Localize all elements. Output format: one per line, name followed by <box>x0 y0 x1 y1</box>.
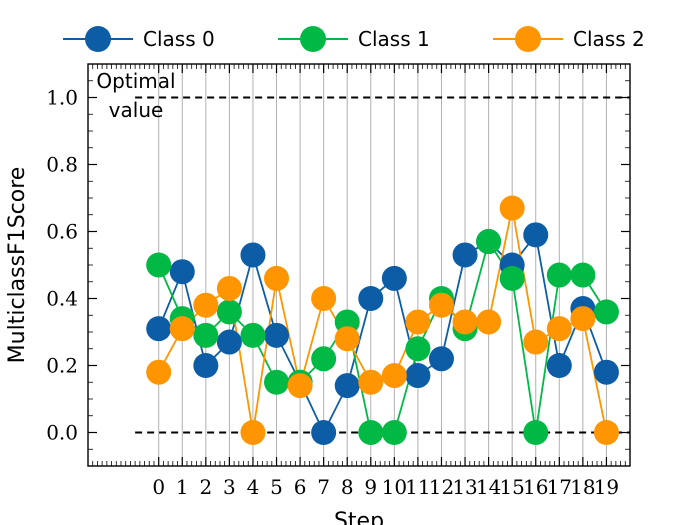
data-point <box>381 420 407 445</box>
x-tick-label: 1 <box>176 475 189 499</box>
y-tick-label: 0.4 <box>46 287 78 311</box>
optimal-annotation: Optimal value <box>96 69 175 122</box>
data-point <box>499 195 525 221</box>
data-point <box>216 275 242 301</box>
x-tick-label: 14 <box>476 475 501 499</box>
data-point <box>334 326 360 352</box>
x-tick-label: 8 <box>341 475 354 499</box>
data-point <box>193 322 219 348</box>
x-tick-label: 2 <box>199 475 212 499</box>
x-tick-label: 18 <box>570 475 595 499</box>
data-point <box>523 222 549 248</box>
data-point <box>593 359 619 385</box>
data-point <box>405 309 431 335</box>
data-point <box>146 359 172 385</box>
data-point <box>499 265 525 291</box>
data-point <box>193 353 219 378</box>
x-tick-label: 4 <box>247 475 260 499</box>
data-point <box>240 420 266 445</box>
x-tick-label: 16 <box>523 475 548 499</box>
data-point <box>570 306 596 332</box>
data-point <box>523 329 549 355</box>
x-tick-label: 17 <box>547 475 572 499</box>
annotation-line-2: value <box>109 98 164 122</box>
data-point <box>264 265 290 291</box>
data-point <box>169 259 195 285</box>
x-tick-label: 6 <box>294 475 307 499</box>
data-point <box>428 346 454 372</box>
annotation-line-1: Optimal <box>96 69 175 93</box>
legend-label: Class 2 <box>573 27 645 51</box>
x-tick-label: 5 <box>270 475 283 499</box>
data-point <box>146 252 172 278</box>
x-tick-label: 0 <box>152 475 165 499</box>
legend-marker <box>85 26 111 52</box>
data-point <box>358 369 384 395</box>
data-point <box>311 346 337 372</box>
data-point <box>193 292 219 318</box>
data-point <box>546 316 572 342</box>
x-tick-label: 11 <box>405 475 430 499</box>
data-point <box>358 286 384 311</box>
y-tick-label: 0.6 <box>46 220 78 244</box>
x-axis-label: Step <box>334 509 384 525</box>
data-point <box>311 420 337 445</box>
data-point <box>476 309 502 335</box>
x-tick-label: 9 <box>364 475 377 499</box>
data-point <box>216 329 242 355</box>
data-point <box>405 363 431 389</box>
data-point <box>264 322 290 348</box>
y-tick-label: 0.0 <box>46 421 78 445</box>
legend-marker <box>515 26 541 52</box>
x-tick-label: 15 <box>499 475 524 499</box>
data-point <box>381 265 407 291</box>
y-tick-label: 0.8 <box>46 153 78 177</box>
data-point <box>476 229 502 255</box>
grid <box>158 64 607 466</box>
data-point <box>311 286 337 311</box>
data-point <box>570 262 596 288</box>
data-point <box>381 363 407 389</box>
data-point <box>523 420 549 445</box>
data-point <box>593 299 619 325</box>
data-point <box>428 292 454 318</box>
data-point <box>287 373 313 399</box>
series-layer <box>146 195 619 445</box>
data-point <box>334 373 360 399</box>
y-tick-label: 0.2 <box>46 354 78 378</box>
data-point <box>146 316 172 342</box>
data-point <box>546 262 572 288</box>
data-point <box>546 353 572 378</box>
data-point <box>452 242 478 268</box>
x-tick-label: 10 <box>382 475 407 499</box>
x-tick-label: 3 <box>223 475 236 499</box>
x-tick-label: 7 <box>317 475 330 499</box>
y-axis-label: MulticlassF1Score <box>5 167 30 364</box>
legend-label: Class 0 <box>143 27 215 51</box>
axis-ticks: 0 1 2 3 4 5 6 7 8 9 101112131415161718190.00.20.40… <box>46 63 630 499</box>
legend-label: Class 1 <box>358 27 430 51</box>
legend: Class 0 Class 1 Class 2 <box>63 26 645 52</box>
data-point <box>593 420 619 445</box>
legend-marker <box>300 26 326 52</box>
x-tick-label: 19 <box>594 475 619 499</box>
y-tick-label: 1.0 <box>46 86 78 110</box>
data-point <box>169 316 195 342</box>
data-point <box>358 420 384 445</box>
data-point <box>452 309 478 335</box>
data-point <box>264 369 290 395</box>
data-point <box>240 322 266 348</box>
x-tick-label: 12 <box>429 475 454 499</box>
data-point <box>405 336 431 362</box>
data-point <box>240 242 266 268</box>
data-point <box>216 299 242 325</box>
x-tick-label: 13 <box>452 475 477 499</box>
